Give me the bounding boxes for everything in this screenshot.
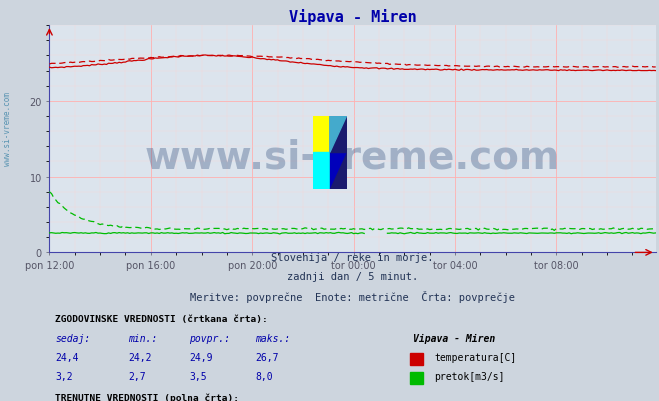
Text: zadnji dan / 5 minut.: zadnji dan / 5 minut.	[287, 272, 418, 282]
Bar	[410, 373, 424, 385]
Title: Vipava - Miren: Vipava - Miren	[289, 9, 416, 25]
Text: www.si-vreme.com: www.si-vreme.com	[3, 91, 13, 165]
Text: 3,2: 3,2	[55, 371, 73, 381]
Bar	[410, 354, 424, 365]
Text: sedaj:: sedaj:	[55, 333, 91, 343]
Text: povpr.:: povpr.:	[189, 333, 230, 343]
Text: Vipava - Miren: Vipava - Miren	[413, 333, 496, 343]
Text: 24,4: 24,4	[55, 352, 79, 362]
Text: Slovenija / reke in morje.: Slovenija / reke in morje.	[272, 253, 434, 263]
Text: www.si-vreme.com: www.si-vreme.com	[145, 139, 560, 176]
Text: 24,2: 24,2	[129, 352, 152, 362]
Text: maks.:: maks.:	[256, 333, 291, 343]
Text: 2,7: 2,7	[129, 371, 146, 381]
Text: min.:: min.:	[129, 333, 158, 343]
Text: 8,0: 8,0	[256, 371, 273, 381]
Text: pretok[m3/s]: pretok[m3/s]	[434, 371, 505, 381]
Text: 24,9: 24,9	[189, 352, 212, 362]
Text: ZGODOVINSKE VREDNOSTI (črtkana črta):: ZGODOVINSKE VREDNOSTI (črtkana črta):	[55, 314, 268, 323]
Text: 26,7: 26,7	[256, 352, 279, 362]
Text: 3,5: 3,5	[189, 371, 206, 381]
Text: Meritve: povprečne  Enote: metrične  Črta: povprečje: Meritve: povprečne Enote: metrične Črta:…	[190, 291, 515, 303]
Text: TRENUTNE VREDNOSTI (polna črta):: TRENUTNE VREDNOSTI (polna črta):	[55, 392, 239, 401]
Text: temperatura[C]: temperatura[C]	[434, 352, 517, 362]
